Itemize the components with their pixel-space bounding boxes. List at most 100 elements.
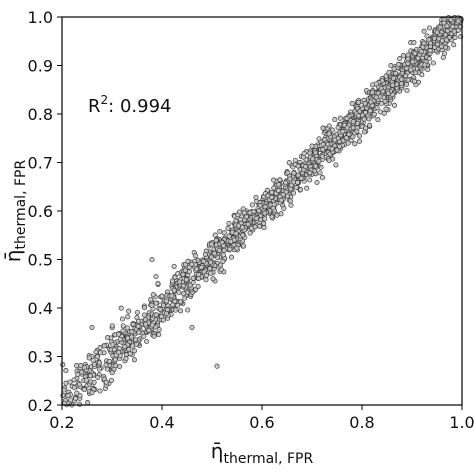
scatter-point <box>171 263 177 269</box>
scatter-point <box>431 35 438 41</box>
y-tick-label: 1.0 <box>28 8 53 27</box>
scatter-point <box>298 187 304 193</box>
scatter-point <box>288 202 294 208</box>
scatter-point <box>367 108 373 114</box>
scatter-point <box>271 201 277 208</box>
scatter-point <box>278 197 284 203</box>
scatter-point <box>172 274 178 280</box>
scatter-point <box>426 56 432 62</box>
scatter-point <box>74 390 80 396</box>
scatter-point <box>303 157 309 163</box>
scatter-point <box>452 34 458 41</box>
scatter-point <box>180 283 187 289</box>
scatter-point <box>198 264 205 270</box>
scatter-point <box>275 187 281 194</box>
scatter-point <box>286 160 292 166</box>
r-squared-annotation: R2: 0.994 <box>88 93 171 117</box>
scatter-point <box>115 331 122 337</box>
scatter-point <box>83 377 89 383</box>
scatter-point <box>390 75 396 81</box>
scatter-point <box>67 379 73 385</box>
scatter-point <box>441 20 447 26</box>
scatter-point <box>287 176 293 182</box>
scatter-point <box>352 141 358 147</box>
scatter-point <box>276 182 282 188</box>
scatter-point <box>172 307 179 313</box>
scatter-point <box>432 44 438 50</box>
x-tick-label: 0.2 <box>49 413 74 432</box>
scatter-point <box>302 164 309 170</box>
scatter-point <box>261 225 267 231</box>
scatter-point <box>95 374 101 380</box>
scatter-point <box>111 347 117 353</box>
scatter-point <box>346 131 352 137</box>
scatter-point <box>418 48 424 54</box>
scatter-point <box>160 302 167 308</box>
scatter-point <box>247 210 253 216</box>
scatter-point <box>451 28 457 34</box>
scatter-point <box>332 117 338 123</box>
scatter-point <box>96 366 102 372</box>
scatter-point <box>180 271 186 277</box>
scatter-point <box>411 78 418 84</box>
scatter-point <box>245 221 251 227</box>
scatter-point <box>395 62 401 68</box>
scatter-point <box>177 299 183 305</box>
scatter-point <box>211 250 217 256</box>
scatter-point <box>129 329 135 335</box>
scatter-point <box>76 381 82 388</box>
scatter-point <box>81 387 87 393</box>
scatter-point <box>189 261 195 267</box>
scatter-point <box>271 185 277 191</box>
scatter-point <box>156 327 162 333</box>
scatter-point <box>109 323 115 329</box>
scatter-point <box>344 115 350 121</box>
scatter-point <box>411 40 417 46</box>
scatter-point <box>316 158 322 164</box>
scatter-point <box>326 131 332 137</box>
scatter-point <box>150 292 156 298</box>
scatter-point <box>89 324 95 330</box>
y-tick-label: 0.9 <box>28 57 53 76</box>
scatter-point <box>131 357 137 363</box>
scatter-point <box>355 120 361 126</box>
scatter-point <box>141 333 147 339</box>
scatter-point <box>450 24 456 30</box>
scatter-point <box>77 401 83 407</box>
scatter-point <box>110 341 116 348</box>
scatter-point <box>117 336 123 342</box>
scatter-point <box>301 150 307 157</box>
scatter-point <box>373 94 379 100</box>
scatter-point <box>124 325 130 331</box>
scatter-point <box>218 262 224 268</box>
x-axis-label-symbol: η̄ <box>211 439 224 463</box>
scatter-point <box>131 348 137 354</box>
x-tick-label: 0.8 <box>349 413 374 432</box>
scatter-point <box>97 350 104 356</box>
scatter-point <box>314 179 320 186</box>
scatter-point <box>94 354 100 360</box>
scatter-point <box>134 309 140 315</box>
scatter-point <box>261 220 267 227</box>
scatter-point <box>96 360 103 366</box>
scatter-point <box>176 279 183 285</box>
x-axis-label-subscript: thermal, FPR <box>223 451 313 467</box>
scatter-point <box>439 38 445 44</box>
r-squared-superscript: 2 <box>101 93 109 107</box>
scatter-point <box>374 105 380 111</box>
scatter-point <box>383 73 389 79</box>
scatter-point <box>412 50 418 56</box>
scatter-point <box>421 28 427 34</box>
scatter-point <box>175 302 181 308</box>
scatter-point <box>130 321 136 327</box>
scatter-point <box>367 122 373 128</box>
scatter-point <box>65 393 71 399</box>
scatter-point <box>190 275 196 281</box>
scatter-point <box>256 208 262 214</box>
scatter-point <box>322 137 328 143</box>
scatter-point <box>434 29 440 35</box>
scatter-point <box>153 300 159 306</box>
scatter-point <box>127 351 133 357</box>
scatter-point <box>97 388 103 394</box>
scatter-point <box>421 40 427 46</box>
